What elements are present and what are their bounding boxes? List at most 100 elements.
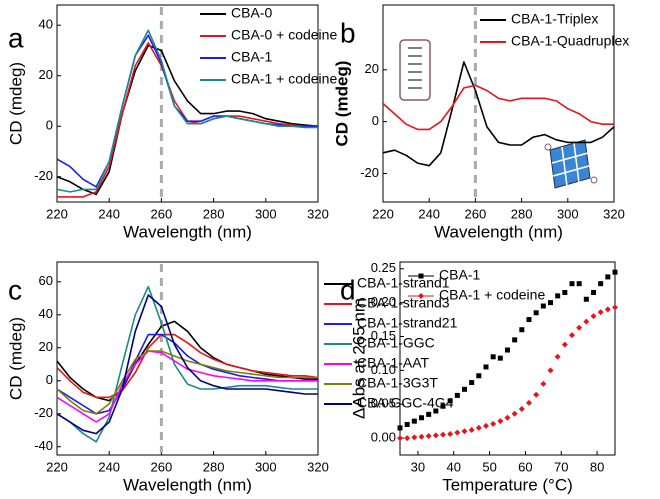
y-axis-label: CD (mdeg) xyxy=(332,61,351,147)
legend-label: CBA-1-strand21 xyxy=(357,315,458,331)
point xyxy=(447,431,454,438)
point xyxy=(440,431,446,438)
point xyxy=(591,289,596,295)
point xyxy=(562,289,568,295)
point xyxy=(576,324,583,331)
point xyxy=(483,364,489,370)
point xyxy=(432,432,439,439)
x-tick-label: 300 xyxy=(255,459,277,474)
series-line xyxy=(56,320,318,402)
point xyxy=(476,373,482,379)
point xyxy=(583,296,589,302)
point xyxy=(418,433,425,440)
point xyxy=(411,418,417,424)
legend-label: CBA-1-GGC xyxy=(357,335,435,351)
point xyxy=(505,347,510,353)
point xyxy=(468,426,475,433)
y-axis-label: ΔAbs at 265 nm xyxy=(349,298,368,419)
x-axis-label: Wavelength (nm) xyxy=(434,222,563,241)
legend-label: CBA-1 xyxy=(231,49,272,65)
y-tick-label: 0.15 xyxy=(371,328,396,343)
series-line xyxy=(56,350,318,423)
x-tick-label: 280 xyxy=(203,459,225,474)
point xyxy=(475,424,482,431)
x-tick-label: 50 xyxy=(482,459,496,474)
series-line xyxy=(382,61,615,167)
x-tick-label: 240 xyxy=(98,459,120,474)
x-axis-label: Wavelength (nm) xyxy=(123,475,252,494)
point xyxy=(461,428,468,435)
point xyxy=(540,380,547,387)
point xyxy=(554,353,561,360)
legend-label: CBA-1-Triplex xyxy=(511,11,598,27)
y-tick-label: -40 xyxy=(34,438,53,453)
point xyxy=(462,386,467,392)
y-tick-label: 0 xyxy=(372,113,379,128)
point xyxy=(411,434,418,441)
point xyxy=(504,414,511,421)
x-axis-label: Temperature (°C) xyxy=(442,475,573,494)
panel-label: a xyxy=(8,22,24,53)
x-tick-label: 300 xyxy=(557,206,579,221)
legend-label: CBA-1-Quadruplex xyxy=(511,33,629,49)
point xyxy=(576,281,582,287)
y-tick-label: 0 xyxy=(46,118,53,133)
panel-label: b xyxy=(340,17,356,48)
point xyxy=(533,391,540,398)
x-tick-label: 280 xyxy=(203,206,225,221)
x-tick-label: 220 xyxy=(46,206,68,221)
panel-label: c xyxy=(8,274,22,305)
x-tick-label: 260 xyxy=(465,206,487,221)
point xyxy=(425,433,432,440)
x-tick-label: 320 xyxy=(307,459,329,474)
point xyxy=(569,332,575,339)
point xyxy=(404,422,410,428)
point xyxy=(547,367,554,374)
point xyxy=(454,392,460,398)
x-tick-label: 240 xyxy=(418,206,440,221)
point xyxy=(540,303,546,309)
legend-label: CBA-0 + codeine xyxy=(231,27,337,43)
point xyxy=(604,306,611,313)
point xyxy=(397,425,403,431)
legend-label: CBA-1 xyxy=(439,267,480,283)
y-tick-label: -20 xyxy=(360,165,379,180)
point xyxy=(533,310,539,316)
y-tick-label: -20 xyxy=(34,405,53,420)
point xyxy=(426,411,432,417)
point xyxy=(526,317,532,323)
legend-label: CBA-1-strand1 xyxy=(357,275,450,291)
x-tick-label: 260 xyxy=(151,206,173,221)
series-line xyxy=(56,294,318,435)
x-tick-label: 260 xyxy=(151,459,173,474)
point xyxy=(512,337,518,343)
point xyxy=(519,327,525,333)
series-line xyxy=(57,42,318,198)
legend-label: CBA-0 xyxy=(231,5,272,21)
point xyxy=(469,380,475,386)
x-tick-label: 320 xyxy=(307,206,329,221)
y-tick-label: 0.00 xyxy=(371,430,396,445)
x-axis-label: Wavelength (nm) xyxy=(123,222,252,241)
point xyxy=(447,398,453,404)
y-tick-label: 40 xyxy=(39,306,53,321)
point xyxy=(440,403,446,409)
x-tick-label: 220 xyxy=(372,206,394,221)
point xyxy=(397,435,403,442)
series-line xyxy=(56,350,318,415)
x-tick-label: 320 xyxy=(603,206,625,221)
legend-label: CBA-1 + codeine xyxy=(231,71,337,87)
legend-label: CBA-GGC-4G4 xyxy=(357,395,454,411)
x-tick-label: 220 xyxy=(46,459,68,474)
panel-label: d xyxy=(340,274,356,305)
point xyxy=(418,273,424,279)
hairpin-inset xyxy=(399,39,431,101)
legend-label: CBA-1-3G3T xyxy=(357,375,438,391)
point xyxy=(612,304,618,311)
point xyxy=(590,313,597,320)
series-line xyxy=(56,29,318,193)
legend-label: CBA-1-AAT xyxy=(357,355,430,371)
point xyxy=(555,293,561,299)
y-tick-label: 20 xyxy=(39,67,53,82)
x-tick-label: 40 xyxy=(447,459,461,474)
